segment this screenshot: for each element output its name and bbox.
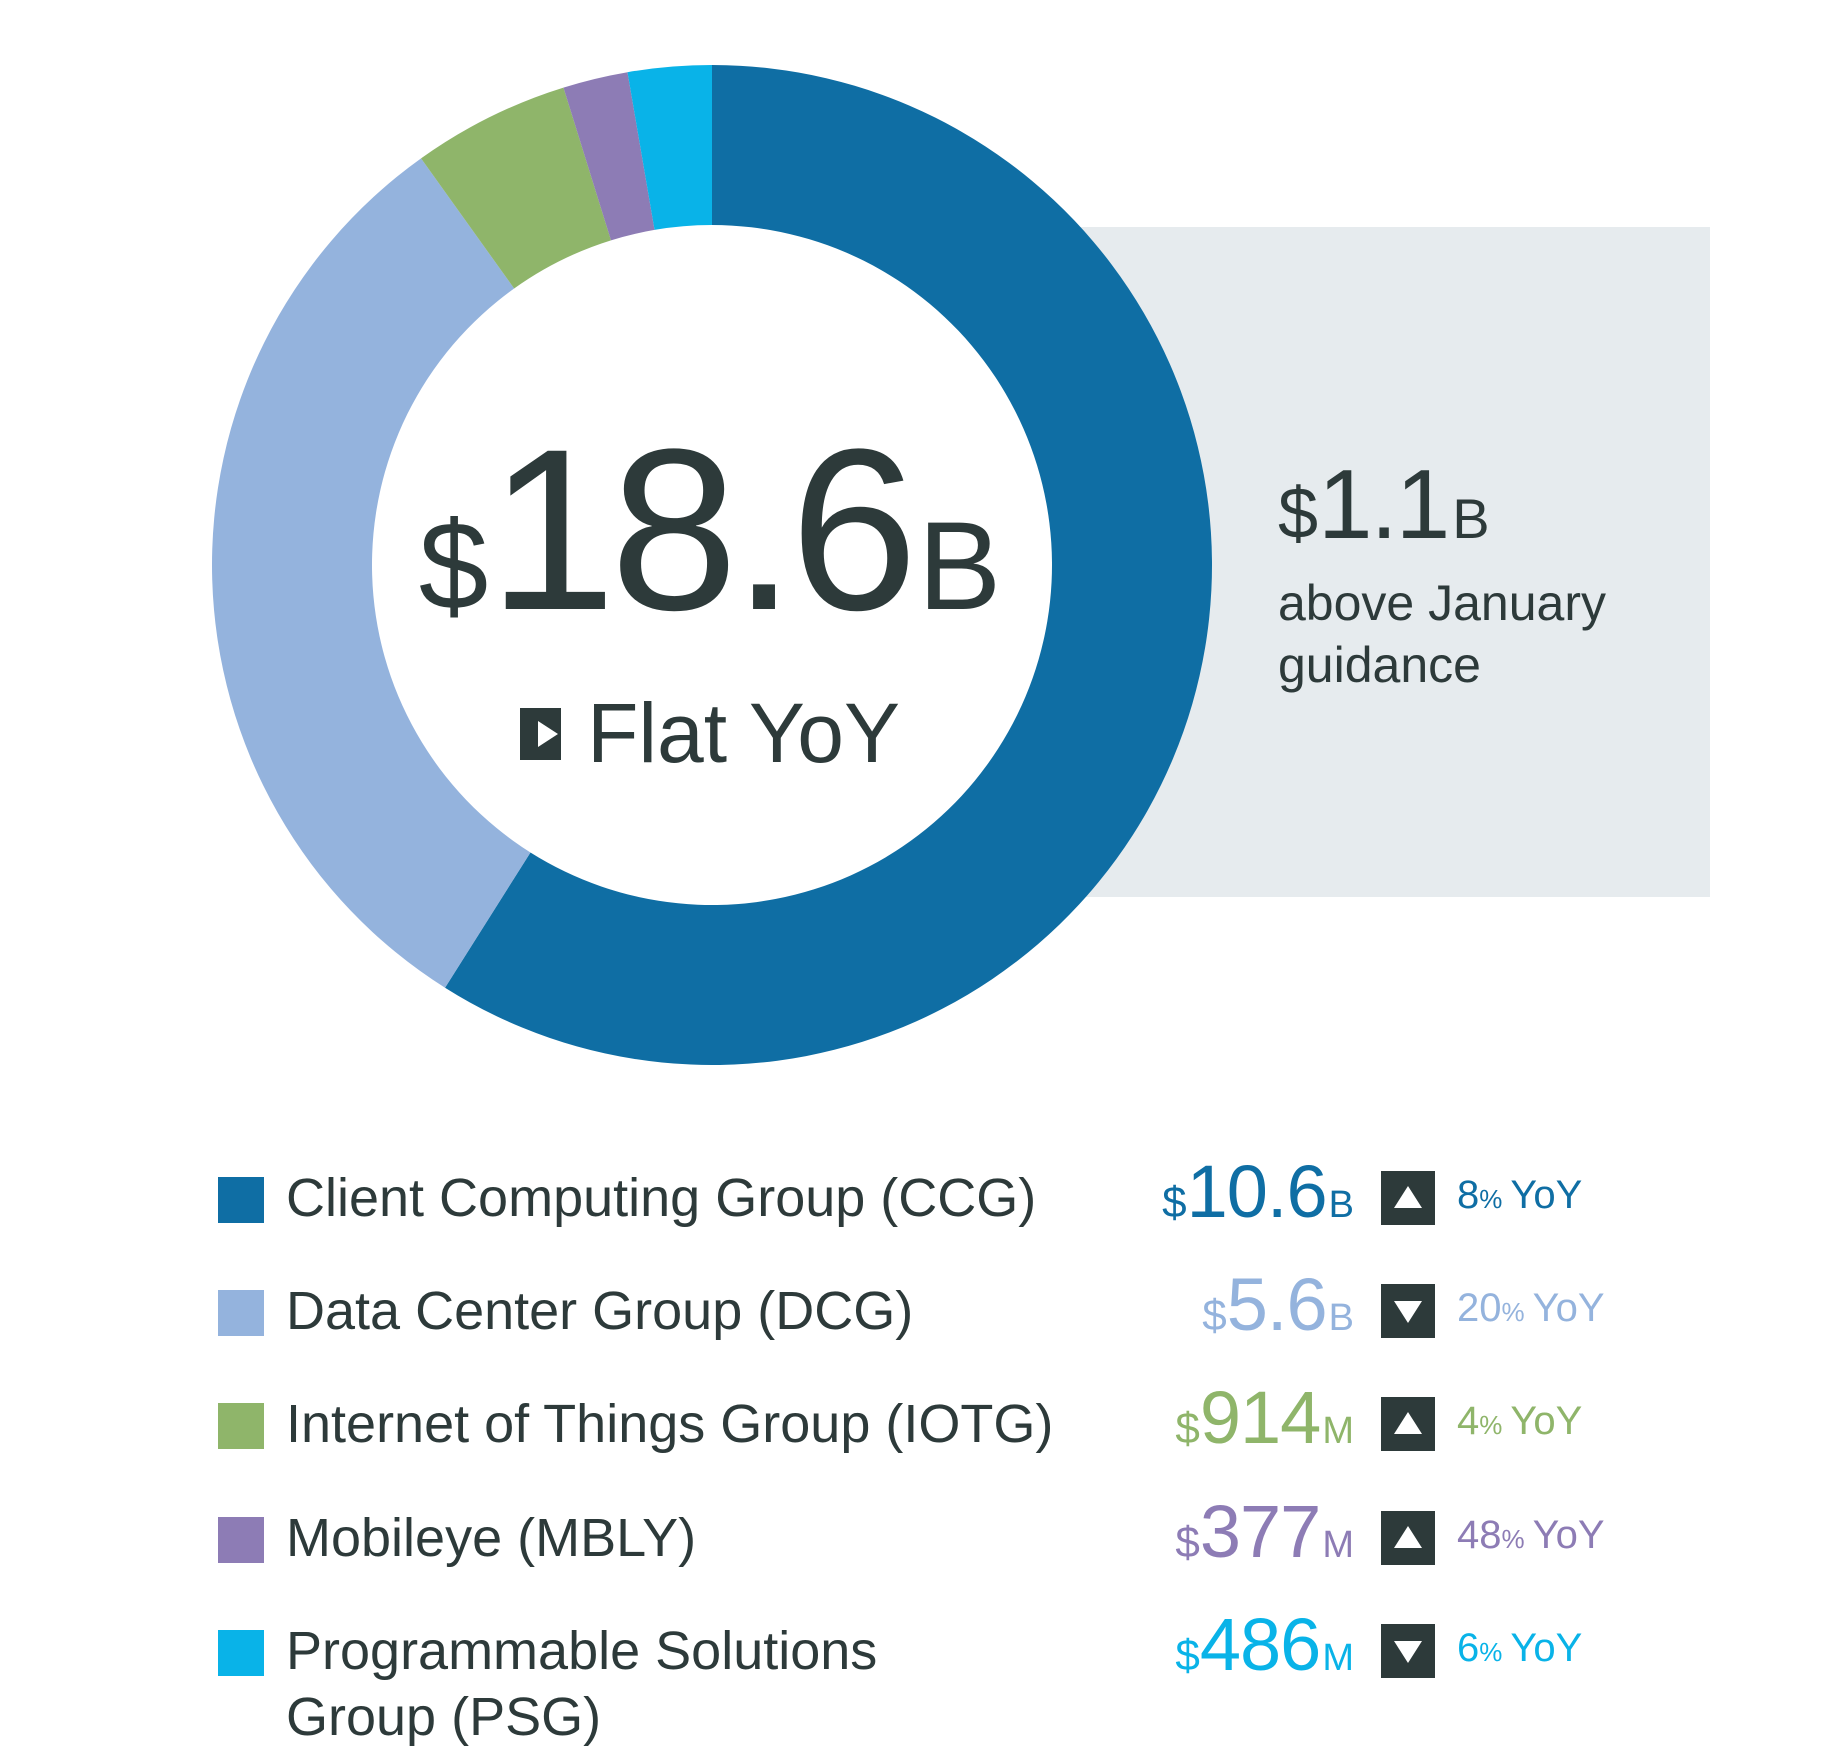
legend-change-label-psg: YoY: [1510, 1626, 1583, 1670]
legend-unit-iotg: M: [1322, 1410, 1354, 1452]
total-value: 18.6: [488, 401, 918, 658]
legend-label-ccg: Client Computing Group (CCG): [286, 1168, 1037, 1228]
legend-amount-mbly: 377: [1199, 1490, 1321, 1573]
legend-amount-dcg: 5.6: [1226, 1263, 1328, 1346]
legend-label-psg: Programmable Solutions Group (PSG): [286, 1621, 878, 1747]
legend-change-pct-iotg: %: [1479, 1410, 1503, 1440]
up-arrow-icon: [1381, 1397, 1435, 1451]
legend-change-mbly: 48% YoY: [1457, 1513, 1605, 1558]
total-currency: $: [418, 497, 489, 636]
up-arrow-icon: [1381, 1511, 1435, 1565]
legend-change-iotg: 4% YoY: [1457, 1399, 1582, 1444]
legend-amount-iotg: 914: [1199, 1376, 1321, 1459]
legend-change-num-mbly: 48: [1457, 1513, 1502, 1557]
legend-swatch-ccg: [218, 1177, 264, 1223]
legend-currency-psg: $: [1175, 1631, 1200, 1680]
legend-swatch-iotg: [218, 1403, 264, 1449]
guidance-value: 1.1: [1318, 449, 1450, 559]
legend-change-dcg: 20% YoY: [1457, 1286, 1605, 1331]
legend-label-dcg: Data Center Group (DCG): [286, 1281, 914, 1341]
legend-currency-mbly: $: [1175, 1518, 1200, 1567]
legend-change-label-mbly: YoY: [1532, 1513, 1605, 1557]
donut-slice-iotg: [421, 87, 611, 289]
legend-value-dcg: $5.6B: [1202, 1262, 1354, 1347]
legend-value-iotg: $914M: [1175, 1375, 1354, 1460]
guidance-currency: $: [1278, 474, 1319, 554]
legend-row-dcg: Data Center Group (DCG) $5.6B 20% YoY: [0, 1263, 1840, 1388]
legend-change-label-dcg: YoY: [1532, 1286, 1605, 1330]
legend-swatch-dcg: [218, 1290, 264, 1336]
guidance-unit: B: [1452, 487, 1490, 550]
down-arrow-icon: [1381, 1624, 1435, 1678]
legend-amount-ccg: 10.6: [1186, 1150, 1328, 1233]
legend-change-pct-ccg: %: [1479, 1184, 1503, 1214]
total-unit: B: [917, 497, 1002, 636]
legend-unit-ccg: B: [1328, 1184, 1354, 1226]
legend-change-pct-dcg: %: [1501, 1297, 1525, 1327]
legend-label-iotg: Internet of Things Group (IOTG): [286, 1394, 1054, 1454]
guidance-amount: $1.1B: [1278, 448, 1490, 561]
guidance-text: above January guidance: [1278, 575, 1607, 693]
total-change-label: Flat YoY: [587, 686, 900, 780]
up-arrow-icon: [1381, 1171, 1435, 1225]
legend-change-label-ccg: YoY: [1510, 1173, 1583, 1217]
donut-chart: [211, 65, 1213, 1065]
legend-label-mbly: Mobileye (MBLY): [286, 1508, 697, 1568]
legend-swatch-mbly: [218, 1517, 264, 1563]
legend-change-num-dcg: 20: [1457, 1286, 1502, 1330]
legend-change-psg: 6% YoY: [1457, 1626, 1582, 1671]
legend-change-ccg: 8% YoY: [1457, 1173, 1582, 1218]
legend-currency-iotg: $: [1175, 1404, 1200, 1453]
legend-value-psg: $486M: [1175, 1602, 1354, 1687]
legend-amount-psg: 486: [1199, 1603, 1321, 1686]
legend-change-num-ccg: 8: [1457, 1173, 1480, 1217]
center-total: $18.6B: [400, 415, 1020, 645]
legend-unit-mbly: M: [1322, 1524, 1354, 1566]
legend-value-mbly: $377M: [1175, 1489, 1354, 1574]
donut-slice-psg: [627, 65, 712, 230]
legend-row-mbly: Mobileye (MBLY) $377M 48% YoY: [0, 1490, 1840, 1615]
legend-change-num-iotg: 4: [1457, 1399, 1480, 1443]
legend-change-pct-mbly: %: [1501, 1524, 1525, 1554]
legend-row-iotg: Internet of Things Group (IOTG) $914M 4% Yo…: [0, 1376, 1840, 1501]
legend-row-psg: Programmable Solutions Group (PSG) $486M 6…: [0, 1603, 1840, 1747]
legend-swatch-psg: [218, 1630, 264, 1676]
legend-change-pct-psg: %: [1479, 1637, 1503, 1667]
total-change: Flat YoY: [520, 685, 900, 782]
donut-slice-dcg: [211, 158, 531, 988]
legend-value-ccg: $10.6B: [1162, 1149, 1354, 1234]
legend-unit-dcg: B: [1328, 1297, 1354, 1339]
down-arrow-icon: [1381, 1284, 1435, 1338]
donut-slice-mbly: [563, 72, 655, 241]
legend-change-label-iotg: YoY: [1510, 1399, 1583, 1443]
legend-row-ccg: Client Computing Group (CCG) $10.6B 8% YoY: [0, 1150, 1840, 1275]
legend-currency-ccg: $: [1162, 1178, 1187, 1227]
flat-arrow-icon: [520, 707, 562, 760]
donut-slice-ccg: [445, 65, 1213, 1065]
legend-unit-psg: M: [1322, 1637, 1354, 1679]
legend-currency-dcg: $: [1202, 1291, 1227, 1340]
legend-change-num-psg: 6: [1457, 1626, 1480, 1670]
